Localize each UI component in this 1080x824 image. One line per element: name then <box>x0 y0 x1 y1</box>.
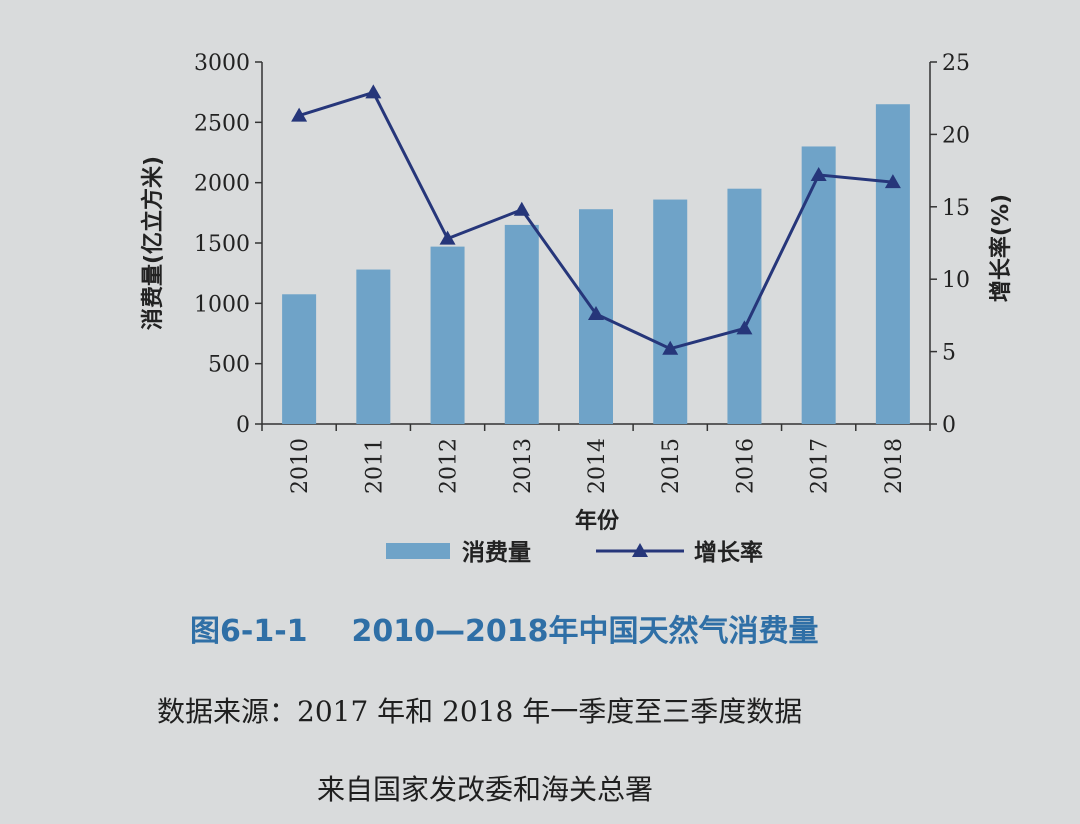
bar-2010 <box>282 294 317 424</box>
growth-point-2013 <box>513 201 530 216</box>
y-axis-left-title: 消费量(亿立方米) <box>140 156 166 330</box>
chart-area: 0 500 1000 1500 2000 2500 3000 0 5 10 15 20 25 2010 20… <box>140 51 1014 566</box>
source-note-line-1: 数据来源：2017 年和 2018 年一季度至三季度数据 <box>157 695 803 728</box>
growth-point-2014 <box>588 305 604 320</box>
growth-point-2018 <box>884 174 901 189</box>
growth-point-2011 <box>365 84 382 99</box>
growth-point-2010 <box>291 107 308 122</box>
source-note-line-2: 来自国家发改委和海关总署 <box>317 773 654 806</box>
legend-swatch-bar <box>386 543 450 559</box>
x-tick-label: 2014 <box>585 438 610 494</box>
growth-point-2015 <box>662 340 679 355</box>
y-tick-right-label: 5 <box>942 341 956 366</box>
legend-label-line: 增长率 <box>694 539 763 566</box>
x-tick-label: 2016 <box>733 438 758 494</box>
combo-chart: 0 500 1000 1500 2000 2500 3000 0 5 10 15 20 25 2010 20… <box>140 51 1014 566</box>
x-tick-label: 2017 <box>808 438 833 494</box>
bar-2012 <box>430 246 465 424</box>
x-tick-label: 2015 <box>659 438 684 494</box>
growth-point-2016 <box>736 320 753 335</box>
bar-2018 <box>875 104 910 424</box>
y-tick-right-label: 25 <box>942 51 970 76</box>
y-axis-right-title: 增长率(%) <box>988 194 1014 302</box>
chart-svg: 0 500 1000 1500 2000 2500 3000 0 5 10 15 20 25 2010 20… <box>140 51 1014 566</box>
y-tick-left-label: 2000 <box>194 172 250 197</box>
y-tick-left-label: 0 <box>236 413 250 438</box>
y-tick-left-label: 1000 <box>194 292 250 317</box>
legend-label-bar: 消费量 <box>462 540 531 566</box>
y-tick-right-label: 0 <box>942 413 956 438</box>
growth-point-2017 <box>810 166 827 181</box>
x-tick-label: 2010 <box>288 438 313 494</box>
bar-2011 <box>356 269 391 424</box>
x-tick-label: 2013 <box>511 438 536 494</box>
x-tick-label: 2018 <box>882 438 907 494</box>
y-tick-right-label: 20 <box>942 123 970 148</box>
y-tick-left-label: 1500 <box>194 232 250 257</box>
growth-point-2012 <box>439 230 456 245</box>
x-axis-title: 年份 <box>575 508 620 534</box>
bar-2015 <box>653 199 688 424</box>
bar-2013 <box>504 224 539 424</box>
y-tick-left-label: 2500 <box>194 111 250 136</box>
x-tick-label: 2011 <box>362 438 387 494</box>
y-tick-right-label: 10 <box>942 268 970 293</box>
y-tick-left-label: 3000 <box>194 51 250 76</box>
legend-swatch-marker <box>632 543 648 557</box>
y-tick-left-label: 500 <box>208 353 250 378</box>
figure-caption: 图6-1-1 2010—2018年中国天然气消费量 <box>190 606 950 650</box>
x-tick-label: 2012 <box>437 438 462 494</box>
figure-number: 图6-1-1 <box>190 614 308 649</box>
figure-title: 2010—2018年中国天然气消费量 <box>351 614 819 649</box>
y-tick-right-label: 15 <box>942 196 970 221</box>
bar-2017 <box>801 146 836 424</box>
